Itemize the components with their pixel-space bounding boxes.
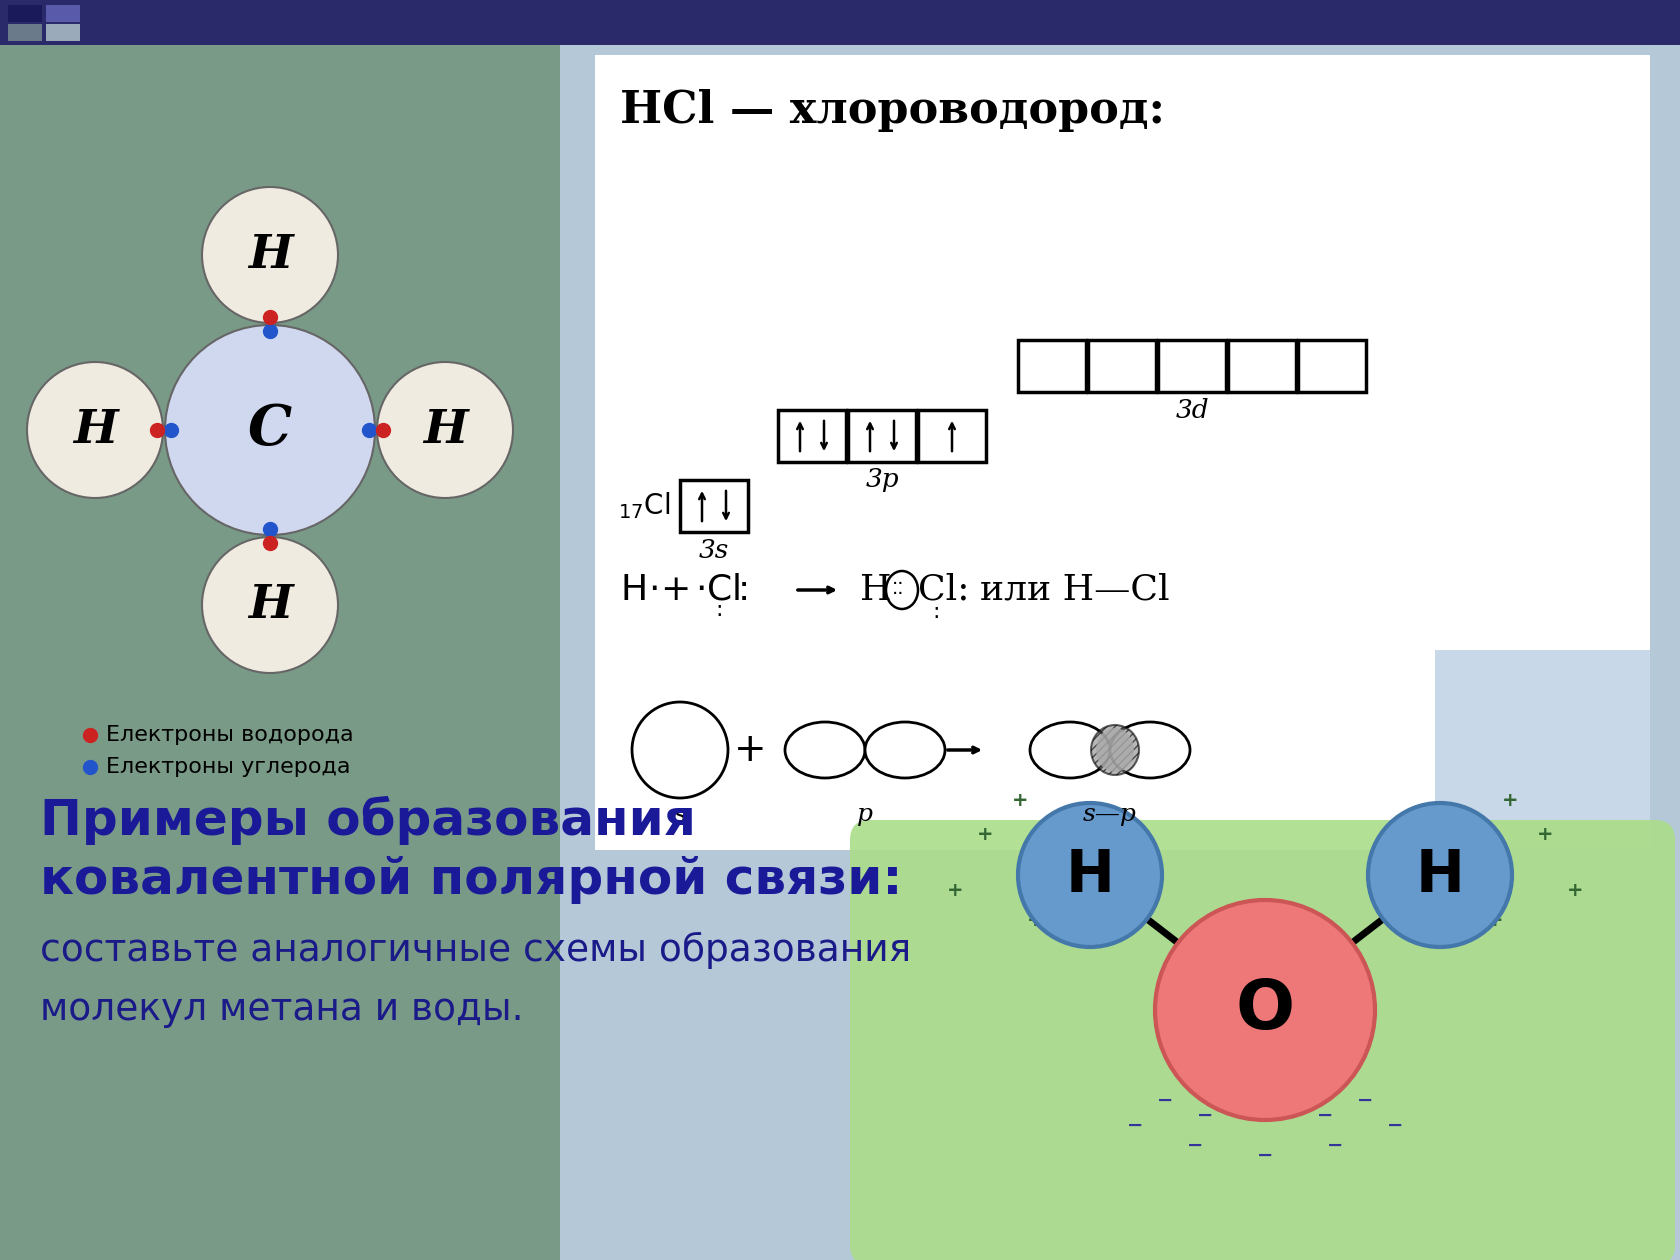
Text: +: + — [1062, 835, 1079, 854]
Text: 3d: 3d — [1176, 397, 1210, 422]
Ellipse shape — [1095, 728, 1134, 772]
Text: H: H — [1416, 847, 1465, 903]
Bar — [1089, 340, 1156, 392]
Text: ковалентной полярной связи:: ковалентной полярной связи: — [40, 856, 902, 903]
Text: −: − — [1186, 1135, 1203, 1154]
Text: +: + — [1487, 911, 1504, 930]
Bar — [595, 55, 1650, 650]
Circle shape — [376, 362, 512, 498]
Bar — [45, 5, 81, 21]
Text: +: + — [1502, 790, 1519, 809]
Text: H: H — [860, 573, 892, 607]
Bar — [917, 410, 986, 462]
Text: s—p: s—p — [1084, 804, 1137, 827]
Text: ··: ·· — [892, 576, 904, 595]
Text: +: + — [1567, 881, 1583, 900]
Circle shape — [1368, 803, 1512, 948]
Text: −: − — [1386, 1115, 1403, 1134]
Text: :: : — [932, 602, 939, 622]
Text: −: − — [1196, 1105, 1213, 1124]
Bar — [1018, 340, 1085, 392]
Text: +: + — [660, 573, 690, 607]
Ellipse shape — [1030, 722, 1110, 777]
Text: $_{17}$Cl: $_{17}$Cl — [618, 490, 670, 522]
Text: Cl:: Cl: — [917, 573, 969, 607]
Text: O: O — [1235, 976, 1295, 1043]
Text: C: C — [249, 402, 292, 457]
Text: s: s — [674, 804, 687, 827]
Text: H: H — [423, 407, 467, 454]
Bar — [595, 650, 1435, 850]
Circle shape — [165, 325, 375, 536]
Ellipse shape — [785, 722, 865, 777]
Text: HCl — хлороводород:: HCl — хлороводород: — [620, 88, 1164, 131]
Text: H: H — [247, 232, 292, 278]
Bar — [1228, 340, 1295, 392]
Circle shape — [632, 702, 727, 798]
Text: или H—Cl: или H—Cl — [979, 573, 1169, 607]
Bar — [1299, 340, 1366, 392]
Text: −: − — [1317, 1105, 1334, 1124]
Text: Електроны водорода: Електроны водорода — [106, 724, 353, 745]
Bar — [8, 24, 42, 42]
Text: H: H — [1065, 847, 1114, 903]
Text: +: + — [1011, 790, 1028, 809]
Bar — [1158, 340, 1226, 392]
Text: H: H — [72, 407, 118, 454]
Text: +: + — [1026, 911, 1043, 930]
Text: +: + — [948, 881, 963, 900]
Text: −: − — [1357, 1090, 1373, 1110]
Text: Електроны углерода: Електроны углерода — [106, 757, 351, 777]
Ellipse shape — [865, 722, 944, 777]
Bar — [778, 410, 847, 462]
Text: −: − — [1257, 1145, 1273, 1164]
Text: −: − — [1158, 1090, 1173, 1110]
Circle shape — [27, 362, 163, 498]
Text: p: p — [857, 804, 874, 827]
Text: 3p: 3p — [865, 467, 899, 493]
Bar — [8, 5, 42, 21]
Text: Примеры образования: Примеры образования — [40, 795, 696, 844]
Text: :: : — [716, 600, 722, 620]
Text: составьте аналогичные схемы образования: составьте аналогичные схемы образования — [40, 931, 911, 969]
Bar — [595, 650, 1650, 850]
Text: ··: ·· — [892, 586, 904, 605]
Text: −: − — [1127, 1115, 1142, 1134]
Circle shape — [1018, 803, 1163, 948]
Bar — [0, 0, 1680, 45]
FancyBboxPatch shape — [850, 820, 1675, 1260]
Bar — [45, 24, 81, 42]
Text: 3s: 3s — [699, 538, 729, 562]
Bar — [680, 480, 748, 532]
Text: молекул метана и воды.: молекул метана и воды. — [40, 992, 524, 1028]
Bar — [559, 45, 1680, 1260]
Circle shape — [202, 186, 338, 323]
Text: −: − — [1327, 1135, 1344, 1154]
Text: +: + — [734, 731, 766, 769]
Ellipse shape — [1110, 722, 1189, 777]
Text: +: + — [976, 825, 993, 844]
Text: $\mathrm{\cdot Cl\!\!:}$: $\mathrm{\cdot Cl\!\!:}$ — [696, 573, 748, 607]
Circle shape — [202, 537, 338, 673]
Text: H: H — [247, 582, 292, 627]
Text: +: + — [1452, 835, 1468, 854]
Text: +: + — [1537, 825, 1554, 844]
Text: $\mathrm{H\!\cdot\!}$: $\mathrm{H\!\cdot\!}$ — [620, 573, 659, 607]
Bar — [848, 410, 916, 462]
Ellipse shape — [1090, 724, 1139, 775]
Circle shape — [1156, 900, 1374, 1120]
